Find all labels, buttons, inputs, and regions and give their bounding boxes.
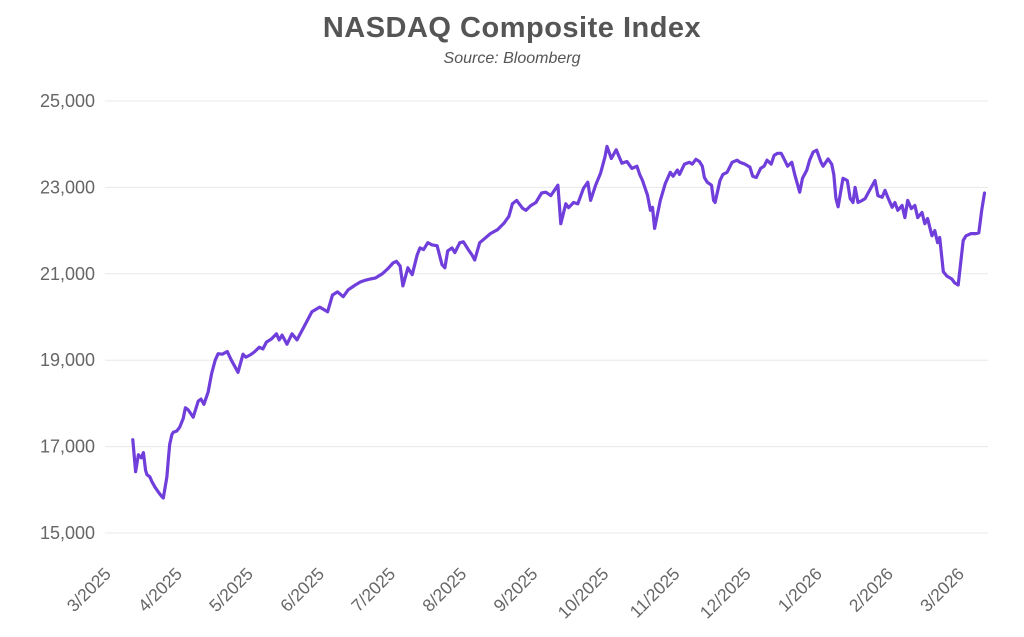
x-tick-label: 6/2025 — [276, 564, 328, 616]
x-tick-label: 9/2025 — [489, 564, 541, 616]
y-axis-tick-labels: 15,000 17,000 19,000 21,000 23,000 25,000 — [40, 91, 95, 543]
x-tick-label: 11/2025 — [626, 564, 684, 622]
gridlines — [105, 100, 988, 534]
x-tick-label: 2/2026 — [845, 564, 897, 616]
x-tick-label: 5/2025 — [205, 564, 257, 616]
x-axis-tick-labels: 3/2025 4/2025 5/2025 6/2025 7/2025 8/2025 9/20… — [63, 564, 968, 623]
x-tick-label: 12/2025 — [696, 564, 755, 623]
y-tick-label: 23,000 — [40, 177, 95, 197]
price-line — [131, 144, 987, 500]
x-tick-label: 3/2026 — [916, 564, 968, 616]
x-tick-label: 3/2025 — [63, 564, 115, 616]
y-tick-label: 15,000 — [40, 523, 95, 543]
x-tick-label: 10/2025 — [554, 564, 613, 623]
x-tick-label: 8/2025 — [418, 564, 470, 616]
x-tick-label: 1/2026 — [774, 564, 826, 616]
x-tick-label: 7/2025 — [347, 564, 399, 616]
chart-title: NASDAQ Composite Index — [322, 12, 702, 44]
x-tick-label: 4/2025 — [134, 564, 186, 616]
y-tick-label: 17,000 — [40, 437, 95, 457]
chart-subtitle: Source: Bloomberg — [443, 50, 581, 67]
chart-header: NASDAQ Composite Index Source: Bloomberg — [0, 12, 1024, 68]
y-tick-label: 19,000 — [40, 350, 95, 370]
y-tick-label: 21,000 — [40, 264, 95, 284]
y-tick-label: 25,000 — [40, 91, 95, 111]
